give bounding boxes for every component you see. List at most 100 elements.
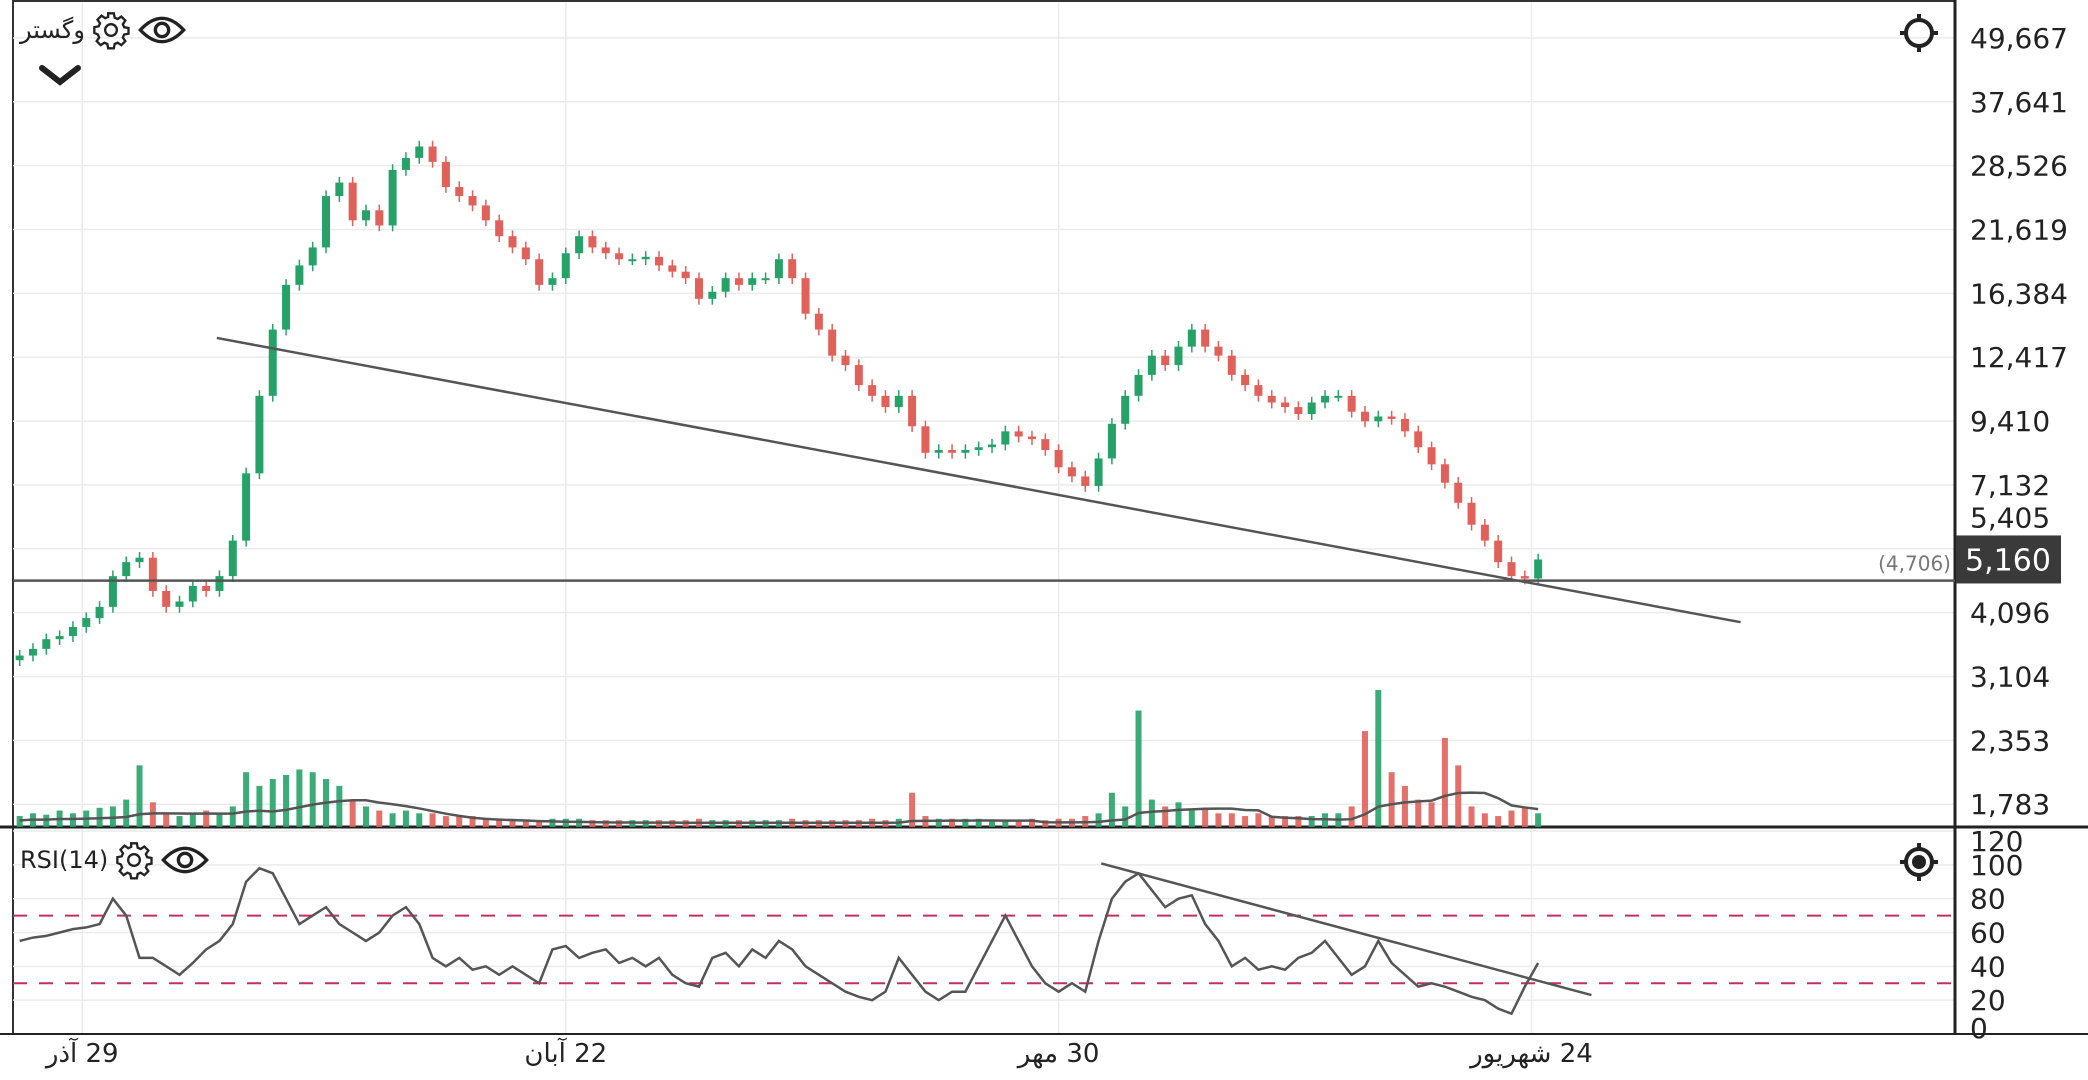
candle: [42, 633, 51, 655]
candle-body: [468, 196, 477, 206]
volume-bar: [176, 816, 183, 827]
candle: [335, 176, 344, 202]
candle-body: [841, 355, 850, 366]
volume-bar: [1481, 813, 1488, 827]
volume-bar: [1042, 820, 1049, 827]
crosshair-icon[interactable]: [1898, 12, 1940, 54]
candle: [1307, 396, 1316, 420]
volume-bar: [1295, 816, 1302, 827]
candle: [934, 444, 943, 459]
candle: [388, 164, 397, 232]
candle-body: [894, 395, 903, 408]
rsi-line: [19, 866, 1540, 1016]
candle: [68, 621, 77, 642]
volume-bar: [362, 806, 369, 827]
candle-body: [881, 395, 890, 408]
volume-bar: [163, 813, 170, 827]
chevron-down-icon[interactable]: [36, 62, 84, 90]
candle-body: [95, 606, 104, 619]
candle: [854, 359, 863, 391]
candle: [441, 156, 450, 193]
volume-bar: [1535, 813, 1542, 827]
volume-bar: [203, 810, 210, 827]
price-tick-label: 9,410: [1970, 405, 2050, 438]
candle-body: [55, 636, 64, 640]
candle-body: [1374, 416, 1383, 422]
candle: [455, 181, 464, 202]
candle: [242, 467, 251, 547]
candle-body: [948, 449, 957, 453]
candle-body: [548, 278, 557, 285]
gear-icon[interactable]: [91, 10, 131, 50]
candle: [961, 444, 970, 459]
candle-body: [641, 256, 650, 260]
candle-body: [215, 576, 224, 591]
rsi-tick-label: 20: [1970, 984, 2006, 1017]
candle: [1227, 349, 1236, 381]
candle-body: [961, 449, 970, 453]
candle-body: [708, 291, 717, 299]
candle-body: [761, 278, 770, 281]
candle: [1507, 556, 1516, 582]
candle: [1534, 553, 1543, 585]
eye-icon[interactable]: [137, 10, 187, 50]
gear-icon[interactable]: [114, 840, 154, 880]
candle-body: [1334, 395, 1343, 398]
candle: [508, 230, 517, 254]
candle: [868, 379, 877, 402]
candle-body: [228, 540, 237, 577]
candle-body: [1134, 374, 1143, 396]
candle-body: [1387, 416, 1396, 419]
candle-body: [148, 557, 157, 591]
volume-bar: [123, 799, 130, 827]
rsi-trendline: [1100, 862, 1592, 997]
rsi-tick-label: 100: [1970, 849, 2023, 882]
volume-bar: [1468, 806, 1475, 827]
candle: [1187, 323, 1196, 353]
volume-bar: [1215, 813, 1222, 827]
volume-bar: [1495, 816, 1502, 827]
candle: [268, 323, 277, 402]
candle-body: [1054, 449, 1063, 468]
candle-body: [868, 385, 877, 396]
candle-body: [1480, 524, 1489, 541]
volume-bar: [1401, 785, 1408, 827]
eye-icon[interactable]: [160, 840, 210, 880]
candle: [561, 247, 570, 285]
candle-body: [348, 182, 357, 221]
volume-bar: [1508, 810, 1515, 827]
candle: [228, 534, 237, 582]
time-tick-label: 29 آذر: [44, 1037, 119, 1069]
candle-body: [1241, 374, 1250, 386]
candle: [308, 241, 317, 272]
candle-body: [122, 562, 131, 577]
candle: [788, 253, 797, 285]
price-tick-label: 7,132: [1970, 469, 2050, 502]
candle: [681, 266, 690, 285]
candle: [1201, 323, 1210, 353]
rsi-tick-label: 0: [1970, 1012, 1988, 1045]
candle: [1254, 379, 1263, 402]
plot-frame: [12, 0, 1956, 1035]
candle-body: [561, 253, 570, 279]
candle: [401, 152, 410, 176]
volume-bar: [1361, 731, 1368, 827]
rsi-pane-header: RSI(14): [20, 840, 210, 880]
candle: [1400, 413, 1409, 438]
candle-body: [202, 585, 211, 591]
candle-body: [1094, 458, 1103, 486]
rsi-tick-label: 80: [1970, 883, 2006, 916]
volume-bar: [442, 816, 449, 827]
candle: [628, 253, 637, 266]
candle: [295, 259, 304, 291]
candle-body: [934, 449, 943, 453]
target-icon[interactable]: [1898, 841, 1940, 883]
candle-body: [628, 259, 637, 262]
candle-body: [1494, 540, 1503, 563]
candle-body: [508, 236, 517, 248]
volume-bar: [1148, 799, 1155, 827]
candle: [588, 230, 597, 254]
candle-body: [42, 639, 51, 649]
candle-body: [828, 329, 837, 356]
